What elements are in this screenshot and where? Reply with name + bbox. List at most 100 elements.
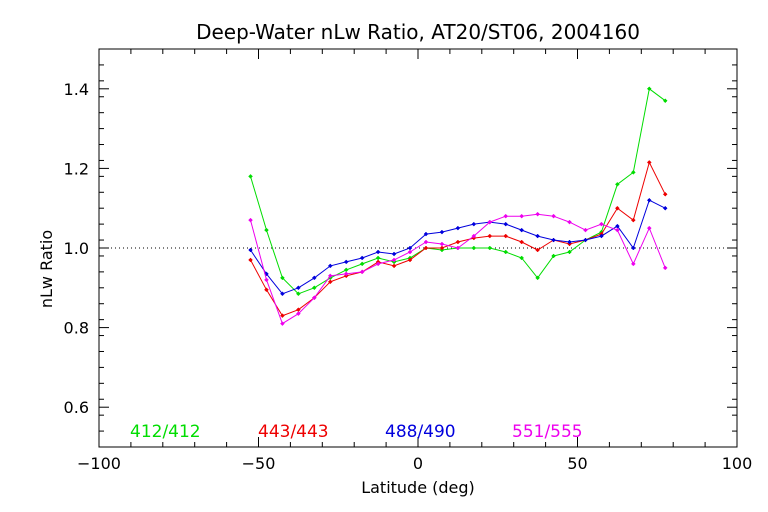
y-tick-label: 1.4 [64,80,89,99]
data-point [630,261,636,267]
data-point [455,245,461,251]
y-tick-label: 0.6 [64,398,89,417]
series-488-490 [248,197,668,297]
data-point [535,233,540,239]
data-point [487,219,493,225]
data-point [375,255,381,261]
data-point [599,221,604,227]
data-point [630,217,636,223]
data-point [359,261,365,267]
data-point [535,275,540,281]
data-point [248,217,253,223]
data-point [375,249,381,255]
data-point [599,233,604,239]
plot-frame [98,48,738,448]
data-point [423,231,429,237]
data-point [471,221,477,227]
data-point [503,221,509,227]
y-tick-label: 1.0 [64,239,89,258]
data-point [280,313,285,319]
legend-label: 488/490 [385,422,456,442]
data-point [343,271,349,277]
data-point [662,98,668,104]
data-point [519,213,525,219]
data-point [327,263,333,269]
data-point [439,245,445,251]
data-point [407,257,413,263]
legend-label: 443/443 [258,422,329,442]
data-point [248,174,253,179]
data-point [264,287,269,293]
data-point [280,275,285,281]
x-tick-label: 50 [567,454,587,473]
data-point [615,181,620,187]
data-point [439,241,445,247]
chart-title: Deep-Water nLw Ratio, AT20/ST06, 2004160 [196,20,640,44]
data-point [423,239,429,245]
data-point [519,255,525,261]
data-point [311,275,317,281]
x-tick-label: −100 [77,454,121,473]
data-point [583,237,588,243]
data-point [327,279,333,285]
data-point [471,233,477,239]
data-point [567,249,572,255]
data-point [375,261,381,267]
data-point [630,245,636,251]
data-point [583,227,588,233]
data-point [567,219,572,225]
series-412-412 [248,86,668,297]
data-point [423,245,429,251]
series-551-555 [248,211,668,326]
x-tick-label: −50 [242,454,276,473]
x-tick-label: 0 [413,454,423,473]
data-point [646,225,652,231]
legend-label: 412/412 [130,422,201,442]
data-point [264,227,269,233]
data-point [567,239,572,245]
data-point [311,285,317,291]
data-point [615,223,620,229]
series-line [250,87,666,295]
data-point [503,233,509,239]
y-axis-label: nLw Ratio [37,230,56,308]
data-point [264,277,269,283]
data-point [551,237,556,243]
data-point [248,247,253,253]
y-tick-label: 1.2 [64,159,89,178]
data-point [296,311,301,317]
data-point [407,249,413,255]
data-point [519,227,525,233]
data-point [391,251,397,257]
data-point [662,205,668,211]
data-point [296,291,301,297]
data-point [455,239,461,245]
data-point [407,245,413,251]
x-tick-label: 100 [722,454,753,473]
series-443-443 [248,160,668,319]
x-axis-label: Latitude (deg) [361,478,475,497]
data-point [630,170,636,175]
data-point [343,259,349,265]
data-point [280,291,285,297]
series-line [250,161,666,317]
legend-label: 551/555 [512,422,583,442]
data-point [551,213,556,219]
data-point [646,160,652,165]
data-point [551,253,556,259]
data-point [439,229,445,235]
data-point [455,225,461,231]
data-point [327,273,333,279]
data-point [519,239,525,245]
data-point [662,191,668,197]
data-point [280,321,285,326]
data-point [391,263,397,269]
y-tick-label: 0.8 [64,319,89,338]
data-point [615,205,620,211]
data-point [662,265,668,271]
data-point [359,255,365,261]
data-point [487,245,493,251]
data-point [296,285,301,291]
data-point [391,257,397,263]
